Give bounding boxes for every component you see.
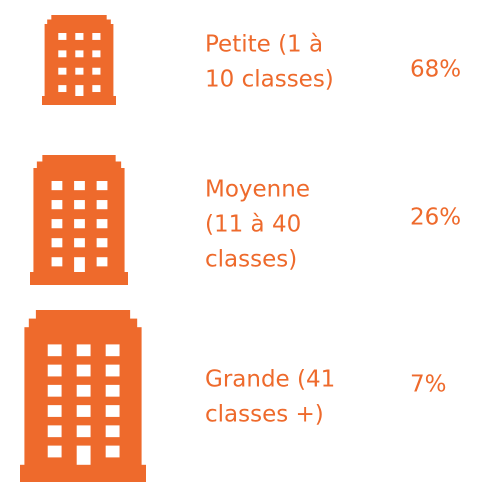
base (30, 272, 128, 285)
category-label: classes) (205, 247, 297, 273)
percentage: 68% (410, 57, 461, 83)
percentage: 7% (410, 372, 447, 398)
window (51, 257, 63, 267)
window (47, 445, 62, 458)
window (47, 384, 62, 397)
category-label: (11 à 40 (205, 212, 301, 238)
window (58, 33, 67, 40)
building-icon (42, 15, 116, 105)
window (92, 50, 101, 58)
window (105, 445, 120, 458)
window (47, 425, 62, 438)
base (20, 464, 146, 482)
window (51, 238, 63, 248)
door (76, 445, 91, 465)
category-label: 10 classes) (205, 67, 334, 93)
window (58, 67, 67, 75)
window (96, 257, 108, 267)
category-label: Grande (41 (205, 367, 335, 393)
window (76, 425, 91, 438)
window (96, 200, 108, 210)
window (74, 181, 85, 191)
window (92, 67, 101, 75)
window (92, 33, 101, 40)
roof-step (47, 19, 111, 25)
category-label: classes +) (205, 402, 324, 428)
category-label: Petite (1 à (205, 32, 323, 58)
window (47, 364, 62, 377)
door (74, 257, 85, 272)
window (76, 344, 91, 357)
window (47, 405, 62, 417)
window (75, 50, 84, 58)
window (51, 219, 63, 229)
roof-step (36, 161, 122, 170)
roof (42, 155, 116, 163)
window (51, 181, 63, 191)
window (74, 219, 85, 229)
window (76, 384, 91, 397)
window (75, 67, 84, 75)
window (76, 405, 91, 417)
building-icon (30, 155, 128, 285)
category-label: Moyenne (205, 177, 310, 203)
window (58, 85, 67, 93)
window (96, 181, 108, 191)
window (105, 405, 120, 417)
percentage: 26% (410, 205, 461, 231)
roof-step (28, 318, 138, 329)
window (47, 344, 62, 357)
window (51, 200, 63, 210)
door (75, 85, 84, 96)
window (105, 425, 120, 438)
base (42, 96, 116, 105)
window (96, 219, 108, 229)
window (96, 238, 108, 248)
roof (35, 310, 131, 321)
window (74, 238, 85, 248)
window (105, 384, 120, 397)
window (74, 200, 85, 210)
window (58, 50, 67, 58)
building-icon (20, 310, 146, 482)
window (76, 364, 91, 377)
window (105, 364, 120, 377)
roof (51, 15, 107, 21)
window (75, 33, 84, 40)
window (92, 85, 101, 93)
window (105, 344, 120, 357)
